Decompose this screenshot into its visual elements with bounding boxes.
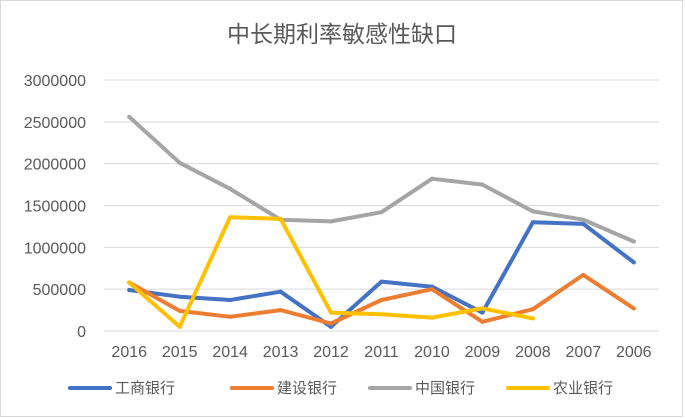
legend-item: 工商银行	[68, 379, 175, 397]
series-3	[127, 215, 535, 329]
data-point	[530, 307, 535, 312]
legend-label: 建设银行	[277, 379, 337, 397]
data-point	[530, 220, 535, 225]
data-point	[329, 219, 334, 224]
data-point	[379, 279, 384, 284]
data-point	[530, 316, 535, 321]
data-point	[278, 308, 283, 313]
data-point	[581, 217, 586, 222]
data-point	[429, 176, 434, 181]
series-1	[127, 272, 636, 326]
data-point	[177, 324, 182, 329]
y-axis-ticks: 0 500000 1000000 1500000 2000000 2500000 30000…	[24, 73, 86, 341]
y-tick-label: 3000000	[24, 73, 86, 90]
y-tick-label: 2000000	[24, 157, 86, 174]
x-tick-label: 2008	[515, 344, 551, 361]
data-point	[480, 306, 485, 311]
x-tick-label: 2015	[162, 344, 198, 361]
data-point	[228, 215, 233, 220]
data-point	[329, 324, 334, 329]
data-point	[379, 312, 384, 317]
legend-label: 农业银行	[553, 379, 613, 397]
data-point	[228, 314, 233, 319]
series-lines	[127, 114, 636, 329]
chart-title: 中长期利率敏感性缺口	[227, 22, 457, 48]
data-point	[278, 289, 283, 294]
x-tick-label: 2013	[263, 344, 299, 361]
y-tick-label: 500000	[33, 282, 86, 299]
y-tick-label: 1500000	[24, 199, 86, 216]
x-axis-ticks: 2016 2015 2014 2013 2012 2011 2010 2009 2008 2007…	[111, 344, 651, 361]
y-tick-label: 2500000	[24, 115, 86, 132]
data-point	[429, 315, 434, 320]
data-point	[631, 260, 636, 265]
x-tick-label: 2014	[212, 344, 248, 361]
x-tick-label: 2009	[465, 344, 501, 361]
data-point	[329, 310, 334, 315]
data-point	[127, 288, 132, 293]
data-point	[581, 272, 586, 277]
data-point	[480, 182, 485, 187]
y-tick-label: 1000000	[24, 240, 86, 257]
data-point	[177, 160, 182, 165]
data-point	[631, 239, 636, 244]
data-point	[480, 319, 485, 324]
data-point	[127, 280, 132, 285]
data-point	[177, 294, 182, 299]
x-tick-label: 2006	[616, 344, 652, 361]
legend: 工商银行 建设银行 中国银行 农业银行	[68, 379, 613, 397]
series-0	[127, 220, 636, 329]
x-tick-label: 2012	[313, 344, 349, 361]
data-point	[429, 287, 434, 292]
legend-item: 建设银行	[230, 379, 337, 397]
legend-label: 中国银行	[415, 379, 475, 397]
legend-item: 农业银行	[506, 379, 613, 397]
y-tick-label: 0	[77, 324, 86, 341]
data-point	[530, 209, 535, 214]
x-tick-label: 2016	[111, 344, 147, 361]
gridlines	[104, 79, 659, 332]
x-tick-label: 2007	[566, 344, 602, 361]
data-point	[278, 216, 283, 221]
legend-item: 中国银行	[368, 379, 475, 397]
x-tick-label: 2011	[364, 344, 399, 361]
data-point	[631, 306, 636, 311]
data-point	[581, 221, 586, 226]
data-point	[228, 298, 233, 303]
data-point	[329, 321, 334, 326]
legend-label: 工商银行	[115, 379, 175, 397]
data-point	[480, 310, 485, 315]
data-point	[228, 186, 233, 191]
data-point	[379, 210, 384, 215]
data-point	[177, 308, 182, 313]
x-tick-label: 2010	[414, 344, 450, 361]
data-point	[127, 114, 132, 119]
data-point	[379, 298, 384, 303]
